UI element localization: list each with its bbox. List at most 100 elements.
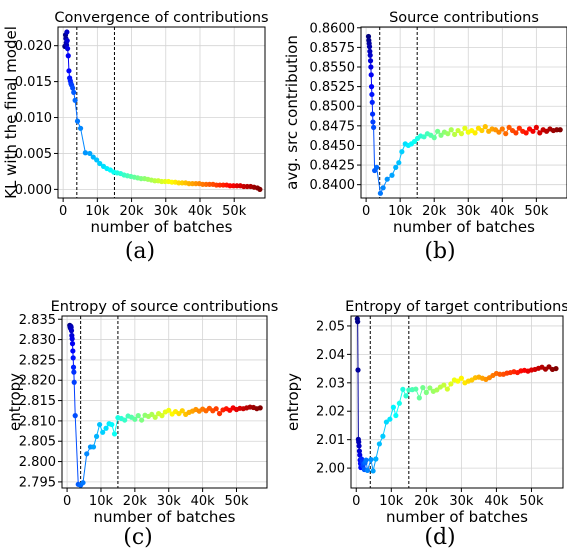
data-point (472, 130, 478, 136)
data-point (444, 386, 450, 392)
data-point (400, 386, 406, 392)
x-tick-label: 10k (388, 204, 413, 219)
x-tick-label: 30k (456, 204, 481, 219)
data-point (159, 413, 165, 419)
data-point (366, 44, 373, 50)
data-point (364, 467, 371, 473)
chart-title: Entropy of source contributions (51, 299, 279, 315)
data-point (458, 131, 465, 137)
series-line-segment (73, 382, 76, 416)
data-point (257, 405, 263, 411)
data-point (413, 386, 419, 392)
x-tick-label: 50k (224, 494, 249, 509)
data-point (368, 64, 374, 70)
data-point (71, 369, 77, 375)
data-point (420, 385, 426, 391)
x-tick-label: 0 (362, 204, 370, 219)
data-point (65, 53, 71, 59)
data-point (369, 99, 375, 105)
y-tick-label: 2.835 (19, 313, 56, 328)
series-line-segment (82, 453, 88, 483)
y-tick-label: 2.05 (316, 319, 345, 334)
y-tick-label: 2.820 (19, 374, 56, 389)
y-tick-label: 2.01 (316, 433, 345, 448)
x-tick-label: 10k (379, 494, 404, 509)
x-axis-label: number of batches (393, 218, 535, 236)
axes-frame (57, 26, 266, 199)
data-point (380, 185, 386, 191)
data-point (396, 400, 402, 406)
y-tick-label: 0.8500 (310, 100, 356, 115)
data-point (458, 375, 464, 381)
data-point (452, 131, 458, 138)
series-line-segment (80, 128, 86, 153)
data-point (421, 134, 427, 140)
data-point (462, 125, 468, 131)
data-point (93, 433, 100, 439)
data-point (135, 413, 141, 419)
x-tick-label: 20k (120, 204, 145, 219)
y-tick-label: 2.02 (316, 405, 345, 420)
data-point (82, 150, 88, 156)
data-point (66, 68, 72, 74)
data-point (533, 124, 539, 131)
data-point (530, 128, 536, 134)
y-axis-label: entropy (284, 373, 302, 431)
x-tick-label: 30k (154, 204, 179, 219)
y-tick-label: 0.010 (15, 111, 52, 126)
panel-caption: (b) (424, 239, 455, 264)
y-tick-label: 0.015 (15, 75, 52, 90)
data-point (68, 328, 75, 334)
data-point (523, 130, 529, 136)
chart-title: Source contributions (389, 10, 539, 26)
data-point (377, 190, 384, 196)
series-line-segment (74, 415, 79, 485)
x-tick-label: 20k (414, 494, 439, 509)
data-point (84, 451, 90, 457)
data-point (399, 149, 405, 155)
y-tick-label: 0.005 (15, 147, 52, 162)
y-tick-label: 0.8550 (310, 61, 356, 76)
data-point (132, 416, 138, 422)
x-tick-label: 30k (157, 494, 182, 509)
data-point (356, 439, 362, 445)
chart-title: Convergence of contributions (54, 10, 268, 26)
data-point (64, 38, 70, 44)
chart-panel-3: 0 10k 20k 30k 40k 50k 2.00 2.01 2.02 2.03 2.04 2.05… (284, 299, 567, 550)
data-point (109, 421, 115, 428)
data-point (71, 379, 77, 385)
x-tick-label: 20k (123, 494, 148, 509)
data-point (80, 480, 86, 486)
y-axis-label: entropy (6, 373, 24, 431)
data-point (365, 33, 372, 40)
data-point (445, 131, 451, 137)
y-tick-label: 2.00 (316, 462, 345, 477)
y-tick-label: 0.8400 (310, 178, 356, 193)
chart-panel-2: 0 10k 20k 30k 40k 50k 2.795 2.800 2.805 2.810 2.81… (6, 299, 278, 550)
y-tick-label: 2.805 (19, 435, 56, 450)
data-point (373, 456, 379, 462)
data-point (387, 416, 393, 422)
data-point (356, 443, 362, 449)
data-point (455, 378, 461, 384)
data-point (100, 429, 106, 435)
data-point (97, 421, 103, 428)
y-tick-label: 0.8450 (310, 139, 356, 154)
axes-frame (61, 315, 268, 489)
data-point (374, 164, 380, 171)
panel-caption: (a) (125, 239, 155, 264)
data-point (367, 48, 373, 54)
data-point (537, 130, 543, 136)
x-tick-label: 10k (85, 204, 110, 219)
x-tick-label: 0 (63, 494, 71, 509)
y-axis-label: avg. src contribution (283, 35, 301, 190)
x-tick-label: 20k (422, 204, 447, 219)
y-tick-label: 2.795 (19, 475, 56, 490)
data-point (368, 456, 374, 463)
data-point (448, 381, 454, 387)
x-tick-label: 40k (191, 494, 216, 509)
x-tick-label: 0 (59, 204, 67, 219)
y-tick-label: 2.830 (19, 333, 56, 348)
data-point (435, 128, 441, 134)
data-point (393, 412, 399, 419)
